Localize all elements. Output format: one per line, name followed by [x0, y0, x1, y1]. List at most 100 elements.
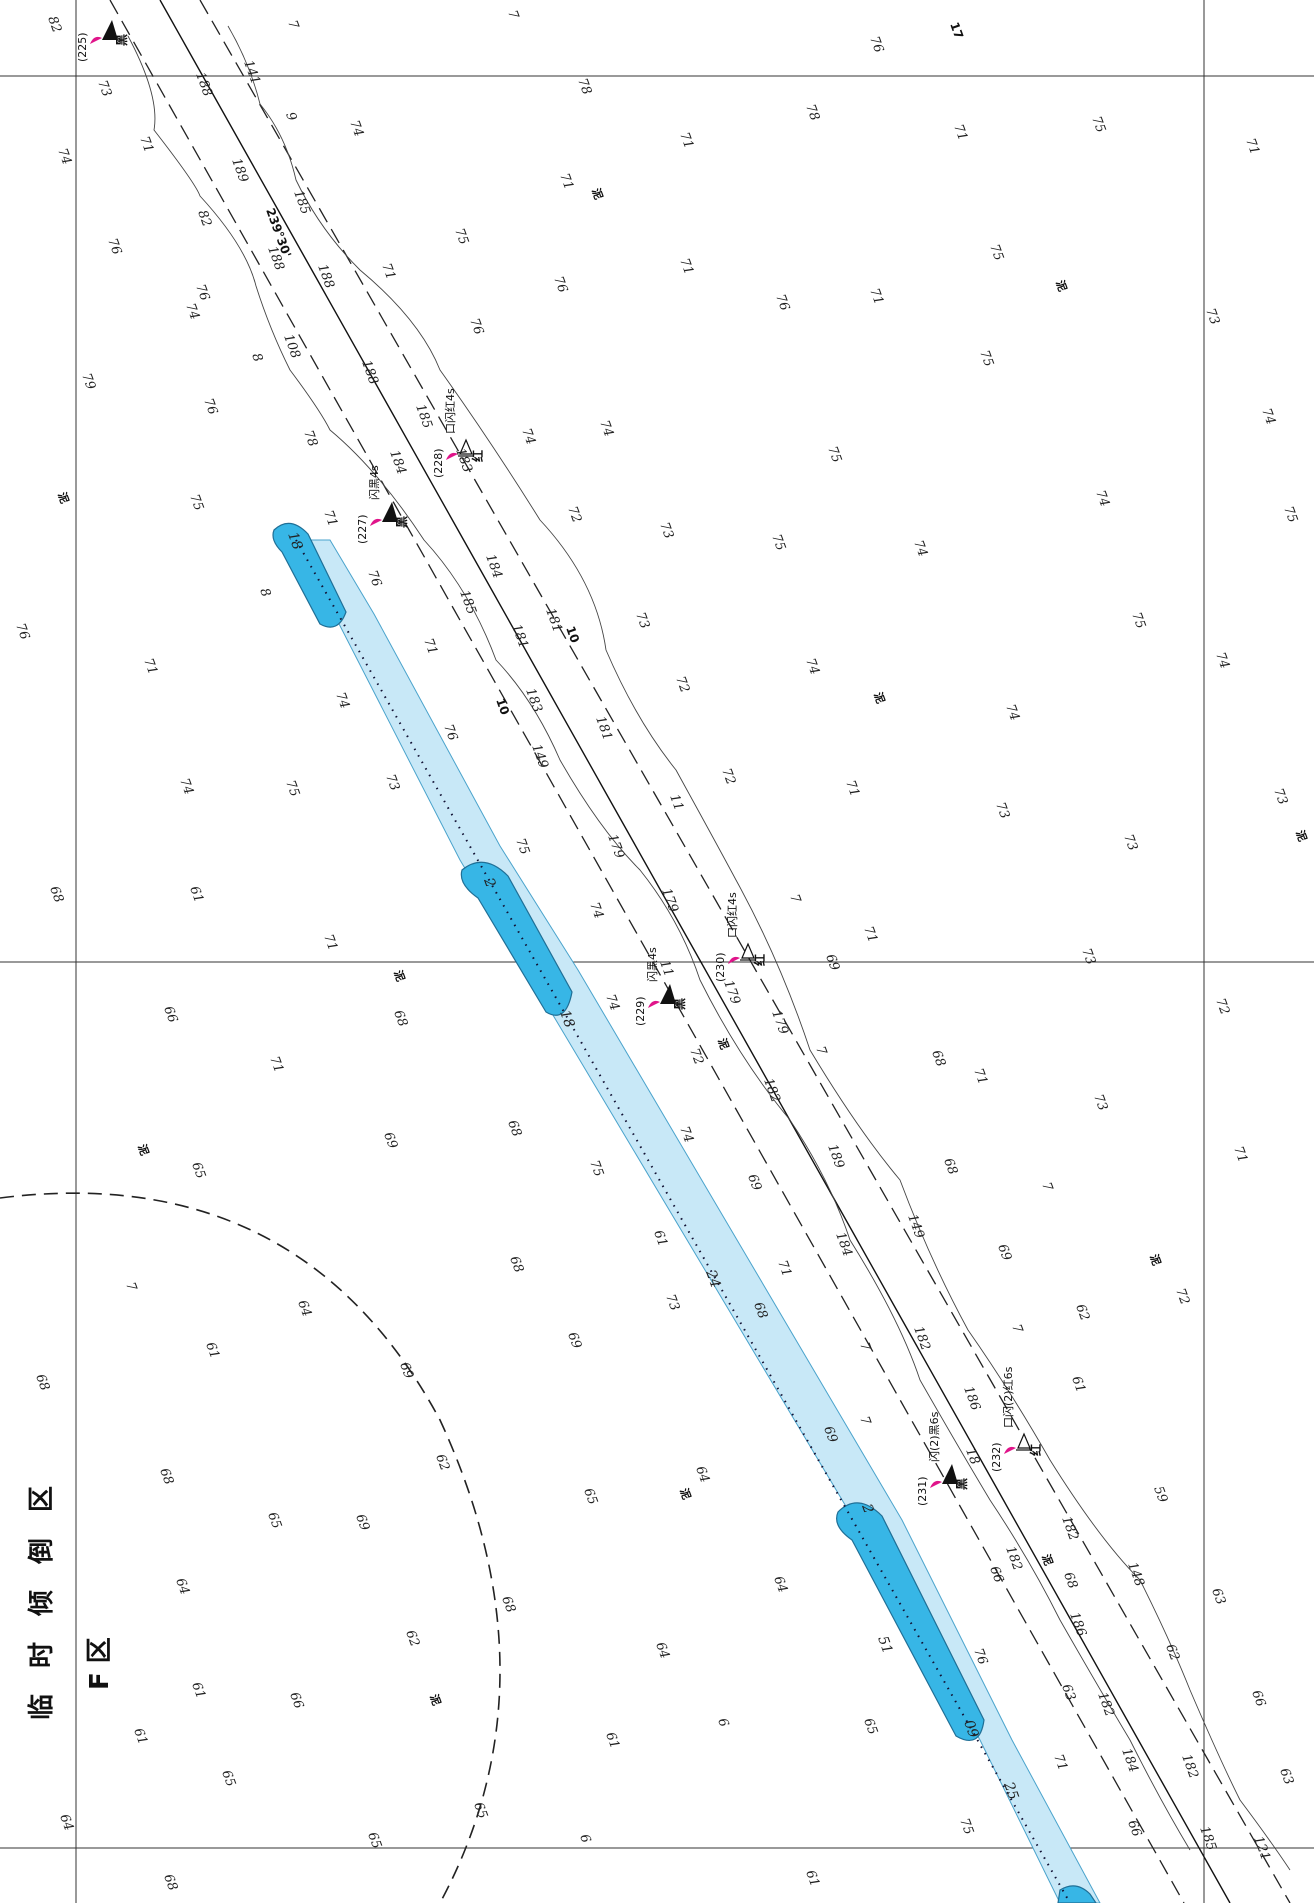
- light-flare-icon: [446, 452, 458, 460]
- sounding: 69: [822, 952, 842, 973]
- sounding: 73: [1120, 832, 1140, 853]
- sounding: 68: [506, 1254, 526, 1275]
- buoy-number: (228): [432, 448, 445, 478]
- sounding: 69: [564, 1330, 584, 1351]
- light-flare-icon: [1004, 1446, 1016, 1454]
- sounding: 65: [470, 1800, 490, 1821]
- sounding: 71: [1230, 1144, 1250, 1165]
- channel-sounding: 184: [832, 1230, 855, 1258]
- channel-sounding: 182: [1002, 1544, 1025, 1572]
- buoy-232[interactable]: (232) 红 口闪(2)红6s: [990, 1366, 1043, 1472]
- sounding: 73: [382, 772, 402, 793]
- channel-sounding: 121: [1250, 1834, 1273, 1862]
- buoy-231[interactable]: (231) 黑 闪(2)黑6s: [916, 1411, 969, 1506]
- red-buoy-icon: [1017, 1432, 1031, 1449]
- sounding: 74: [1092, 488, 1112, 509]
- channel-sounding: 184: [1118, 1746, 1141, 1774]
- sounding: 76: [200, 396, 220, 417]
- buoy-227[interactable]: (227) 黑 闪黑4s: [356, 465, 409, 544]
- buoy-230[interactable]: (230) 红 口闪红4s: [714, 892, 767, 982]
- sounding: 68: [156, 1466, 176, 1487]
- sounding: 69: [994, 1242, 1014, 1263]
- mud-label: 泥: [677, 1487, 693, 1502]
- sounding: 65: [218, 1768, 238, 1789]
- sounding: 72: [686, 1046, 706, 1067]
- sounding: 61: [188, 1680, 208, 1701]
- sounding: 73: [662, 1292, 682, 1313]
- sounding: 72: [718, 766, 738, 787]
- sounding: 74: [54, 146, 74, 167]
- sounding: 74: [676, 1124, 696, 1145]
- dumping-zone-boundary: [0, 1192, 501, 1903]
- mud-label: 泥: [715, 1037, 731, 1052]
- contour-label-2: 10: [493, 696, 512, 716]
- sounding: 71: [420, 636, 440, 657]
- channel-sounding: 182: [1178, 1752, 1201, 1780]
- sounding: 75: [186, 492, 206, 513]
- sounding: 61: [650, 1228, 670, 1249]
- sounding: 7: [284, 18, 301, 32]
- channel-sounding: 181: [542, 606, 565, 634]
- buoy-color: 黑: [395, 516, 409, 528]
- dredge-sounding: 18: [284, 530, 305, 552]
- sounding: 75: [586, 1158, 606, 1179]
- sounding: 75: [976, 348, 996, 369]
- buoy-229[interactable]: (229) 黑 闪黑4s: [634, 947, 687, 1026]
- sounding: 74: [596, 418, 616, 439]
- sounding: 61: [1068, 1374, 1088, 1395]
- sounding: 64: [172, 1576, 192, 1597]
- zone-char-1: 临: [26, 1694, 57, 1720]
- sounding: 71: [320, 932, 340, 953]
- buoy-number: (225): [76, 32, 89, 62]
- sounding: 72: [1212, 996, 1232, 1017]
- buoy-color: 红: [470, 450, 485, 462]
- channel-sounding: 182: [760, 1076, 783, 1104]
- corner-label: 17: [947, 20, 966, 40]
- sounding: 64: [692, 1464, 712, 1485]
- dredge-sounding: 18: [556, 1008, 577, 1030]
- sounding: 76: [772, 292, 792, 313]
- sounding: 76: [550, 274, 570, 295]
- zone-char-5: 区: [27, 1486, 57, 1512]
- sounding: 71: [970, 1066, 990, 1087]
- sounding: 68: [32, 1372, 52, 1393]
- mud-label: 泥: [1053, 279, 1069, 294]
- sounding: 71: [556, 171, 576, 192]
- buoy-color: 红: [752, 954, 767, 966]
- sounding: 74: [1258, 406, 1278, 427]
- sounding: 69: [396, 1360, 416, 1381]
- sounding: 65: [264, 1510, 284, 1531]
- buoy-225[interactable]: (225) 黑: [76, 20, 129, 62]
- buoy-light: 口闪红4s: [443, 388, 457, 434]
- sounding: 61: [186, 884, 206, 905]
- light-flare-icon: [90, 36, 102, 44]
- light-flare-icon: [930, 1480, 942, 1488]
- mud-label: 泥: [55, 491, 71, 506]
- sounding: 75: [1128, 610, 1148, 631]
- sounding: 76: [12, 621, 32, 642]
- dredge-sounding: 51: [874, 1634, 895, 1656]
- channel-sounding: 181: [508, 622, 531, 650]
- sounding: 7: [1038, 1180, 1055, 1194]
- sounding: 71: [676, 130, 696, 151]
- mud-label: 泥: [391, 969, 407, 984]
- sounding: 66: [160, 1004, 180, 1025]
- sounding: 61: [202, 1340, 222, 1361]
- sounding: 7: [1008, 1322, 1025, 1336]
- buoy-228[interactable]: (228) 红 口闪红4s: [432, 388, 485, 478]
- sounding: 7: [856, 1340, 873, 1354]
- sounding: 76: [866, 34, 886, 55]
- sounding: 76: [104, 236, 124, 257]
- buoy-color: 黑: [115, 34, 129, 46]
- channel-sounding: 188: [192, 70, 215, 98]
- sounding: 71: [140, 656, 160, 677]
- channel-sounding: 141: [240, 58, 263, 86]
- channel-sounding: 11: [656, 958, 676, 979]
- sounding: 75: [824, 444, 844, 465]
- zone-char-2: 时: [27, 1642, 57, 1668]
- channel-sounding: 18: [962, 1446, 982, 1467]
- sounding: 68: [928, 1048, 948, 1069]
- sounding: 68: [504, 1118, 524, 1139]
- light-flare-icon: [728, 956, 740, 964]
